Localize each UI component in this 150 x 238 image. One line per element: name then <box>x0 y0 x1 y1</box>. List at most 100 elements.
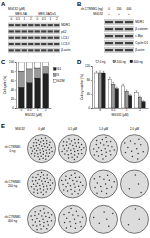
plate <box>59 135 87 163</box>
error-line <box>100 71 101 73</box>
colony <box>128 224 130 226</box>
colony <box>103 211 105 213</box>
colony <box>64 148 66 150</box>
colony <box>79 176 81 178</box>
band <box>115 35 123 37</box>
y-axis-title: Cell cycle (%) <box>3 76 7 94</box>
band <box>105 42 113 44</box>
lane-label: 0.5 <box>42 17 47 21</box>
colony <box>36 225 38 227</box>
band <box>15 24 20 26</box>
plot-area <box>18 62 48 108</box>
band <box>115 42 123 44</box>
band <box>15 49 20 51</box>
colony <box>135 174 137 176</box>
colony <box>61 180 63 182</box>
colony <box>36 229 38 231</box>
condition-value: + <box>128 12 130 16</box>
colony <box>63 214 64 216</box>
colony <box>78 153 80 155</box>
colony <box>74 191 76 193</box>
condition-value: 0 <box>108 7 110 11</box>
colony <box>67 190 69 192</box>
error-cap <box>136 90 138 91</box>
row-label: 400 ng <box>8 219 18 223</box>
colony <box>65 175 67 177</box>
tick-label: 0.5 <box>111 108 116 112</box>
bar <box>135 92 138 108</box>
colony <box>43 150 45 152</box>
legend-label: 200 ng <box>117 60 127 64</box>
panel-labels: ABCDE <box>1 1 82 129</box>
blot-strip <box>104 26 134 32</box>
colony <box>105 151 107 153</box>
band <box>9 24 14 26</box>
plate <box>90 170 118 198</box>
colony <box>43 174 45 176</box>
tick-label: 0.5 <box>27 108 32 112</box>
axis: 00.512 <box>93 108 149 112</box>
bar <box>129 96 132 108</box>
tick-label: 0 <box>12 106 14 110</box>
blot-strip <box>8 23 60 28</box>
panel-label: C <box>1 59 6 65</box>
colony <box>83 147 85 149</box>
band <box>105 28 113 30</box>
colony <box>72 180 74 182</box>
column-header: MG132 <box>15 127 25 131</box>
row-label: LC3-II <box>61 42 69 46</box>
bar <box>112 84 115 108</box>
colony <box>39 220 41 222</box>
colony <box>47 188 49 190</box>
band <box>54 37 59 39</box>
colony <box>49 144 51 146</box>
condition-label: sh-CTNNB1 (ng) <box>81 7 103 11</box>
colony <box>68 157 70 159</box>
band <box>28 37 33 39</box>
colony <box>74 187 76 189</box>
colony <box>76 210 78 212</box>
colony <box>40 155 42 157</box>
colony <box>41 172 43 174</box>
colony <box>96 192 98 194</box>
colony <box>47 212 49 214</box>
colony <box>140 144 142 146</box>
colony <box>32 150 34 152</box>
plate <box>90 205 118 233</box>
colony <box>77 215 79 217</box>
legend-swatch <box>96 60 99 63</box>
bar <box>43 62 49 67</box>
bar <box>27 83 33 108</box>
colony <box>48 182 50 184</box>
colony <box>43 222 45 224</box>
colony <box>71 174 73 176</box>
colony <box>104 148 106 150</box>
row-label: β-catenin <box>135 27 148 31</box>
colony <box>66 218 68 220</box>
colony <box>94 154 96 156</box>
colony <box>40 192 42 194</box>
colony <box>74 159 76 161</box>
band <box>54 49 59 51</box>
colony <box>69 221 71 223</box>
tick: 2 <box>45 108 47 112</box>
colony <box>46 140 48 142</box>
colony <box>100 186 102 188</box>
group-label: MES-SA/Dx5 <box>38 12 56 16</box>
colony <box>66 150 68 152</box>
colony <box>130 140 132 142</box>
legend-swatch <box>54 68 57 71</box>
colony <box>81 149 83 151</box>
legend: 0 ng200 ng400 ng <box>96 60 143 64</box>
figure: ABCDEMG132 (μM)MES-SAMES-SA/Dx500.51200.… <box>0 0 150 238</box>
colony <box>49 184 51 186</box>
colony <box>43 189 45 191</box>
colony <box>96 140 98 142</box>
colony <box>75 223 77 225</box>
colony <box>68 154 70 156</box>
colony <box>42 183 44 185</box>
row-label: MDR1 <box>135 20 144 24</box>
error-bar <box>122 84 124 86</box>
error-bar <box>103 71 105 73</box>
colony <box>45 137 47 139</box>
